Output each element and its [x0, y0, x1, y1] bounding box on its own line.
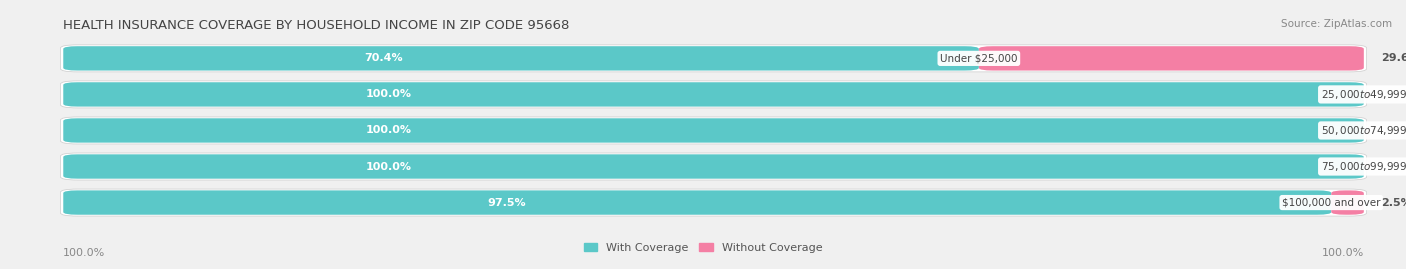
FancyBboxPatch shape — [63, 190, 1331, 215]
Text: 100.0%: 100.0% — [63, 248, 105, 258]
Text: Under $25,000: Under $25,000 — [941, 53, 1018, 63]
Text: $100,000 and over: $100,000 and over — [1282, 197, 1381, 208]
FancyBboxPatch shape — [979, 46, 1364, 70]
FancyBboxPatch shape — [1331, 190, 1364, 215]
Text: 100.0%: 100.0% — [366, 161, 412, 172]
FancyBboxPatch shape — [63, 82, 1364, 107]
FancyBboxPatch shape — [63, 118, 1364, 143]
Text: 70.4%: 70.4% — [364, 53, 404, 63]
Text: $50,000 to $74,999: $50,000 to $74,999 — [1320, 124, 1406, 137]
FancyBboxPatch shape — [60, 153, 1367, 180]
FancyBboxPatch shape — [60, 45, 1367, 72]
Text: $75,000 to $99,999: $75,000 to $99,999 — [1320, 160, 1406, 173]
Text: Source: ZipAtlas.com: Source: ZipAtlas.com — [1281, 19, 1392, 29]
Legend: With Coverage, Without Coverage: With Coverage, Without Coverage — [583, 243, 823, 253]
FancyBboxPatch shape — [60, 81, 1367, 108]
Text: 97.5%: 97.5% — [488, 197, 526, 208]
Text: 100.0%: 100.0% — [1322, 248, 1364, 258]
Text: HEALTH INSURANCE COVERAGE BY HOUSEHOLD INCOME IN ZIP CODE 95668: HEALTH INSURANCE COVERAGE BY HOUSEHOLD I… — [63, 19, 569, 32]
FancyBboxPatch shape — [63, 154, 1364, 179]
FancyBboxPatch shape — [60, 117, 1367, 144]
FancyBboxPatch shape — [63, 46, 979, 70]
Text: 100.0%: 100.0% — [366, 89, 412, 100]
Text: 2.5%: 2.5% — [1381, 197, 1406, 208]
Text: $25,000 to $49,999: $25,000 to $49,999 — [1320, 88, 1406, 101]
Text: 29.6%: 29.6% — [1381, 53, 1406, 63]
FancyBboxPatch shape — [60, 189, 1367, 216]
Text: 100.0%: 100.0% — [366, 125, 412, 136]
